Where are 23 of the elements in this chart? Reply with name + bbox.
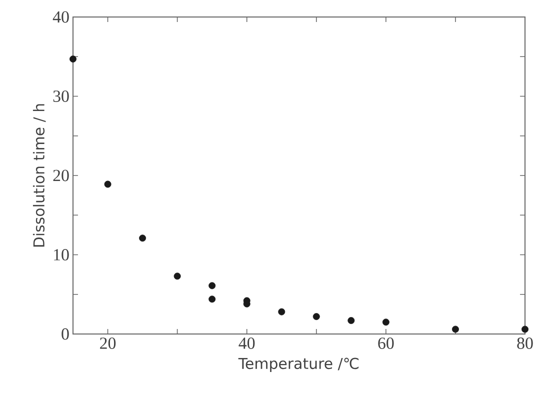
point	[208, 296, 216, 303]
point	[312, 313, 320, 320]
point	[174, 272, 181, 280]
y-axis-title: Dissolution time / h	[32, 104, 46, 247]
x-tick-label: 40	[238, 338, 255, 349]
y-tick-label: 20	[53, 170, 69, 182]
point	[348, 317, 355, 324]
point	[382, 318, 390, 326]
point	[452, 326, 459, 333]
point	[208, 282, 216, 290]
point	[522, 326, 528, 333]
y-tick-label: 40	[52, 11, 69, 23]
point	[139, 234, 146, 242]
point	[278, 308, 286, 316]
x-tick-label: 20	[100, 338, 116, 349]
point	[70, 56, 76, 62]
x-axis-title: Temperature /℃	[238, 358, 359, 372]
y-tick-label: 10	[54, 249, 69, 260]
y-tick-label: 0	[62, 328, 69, 340]
x-tick-label: 80	[517, 338, 533, 349]
x-tick-label: 60	[378, 338, 394, 349]
point	[104, 180, 112, 188]
y-tick-label: 30	[53, 90, 69, 102]
